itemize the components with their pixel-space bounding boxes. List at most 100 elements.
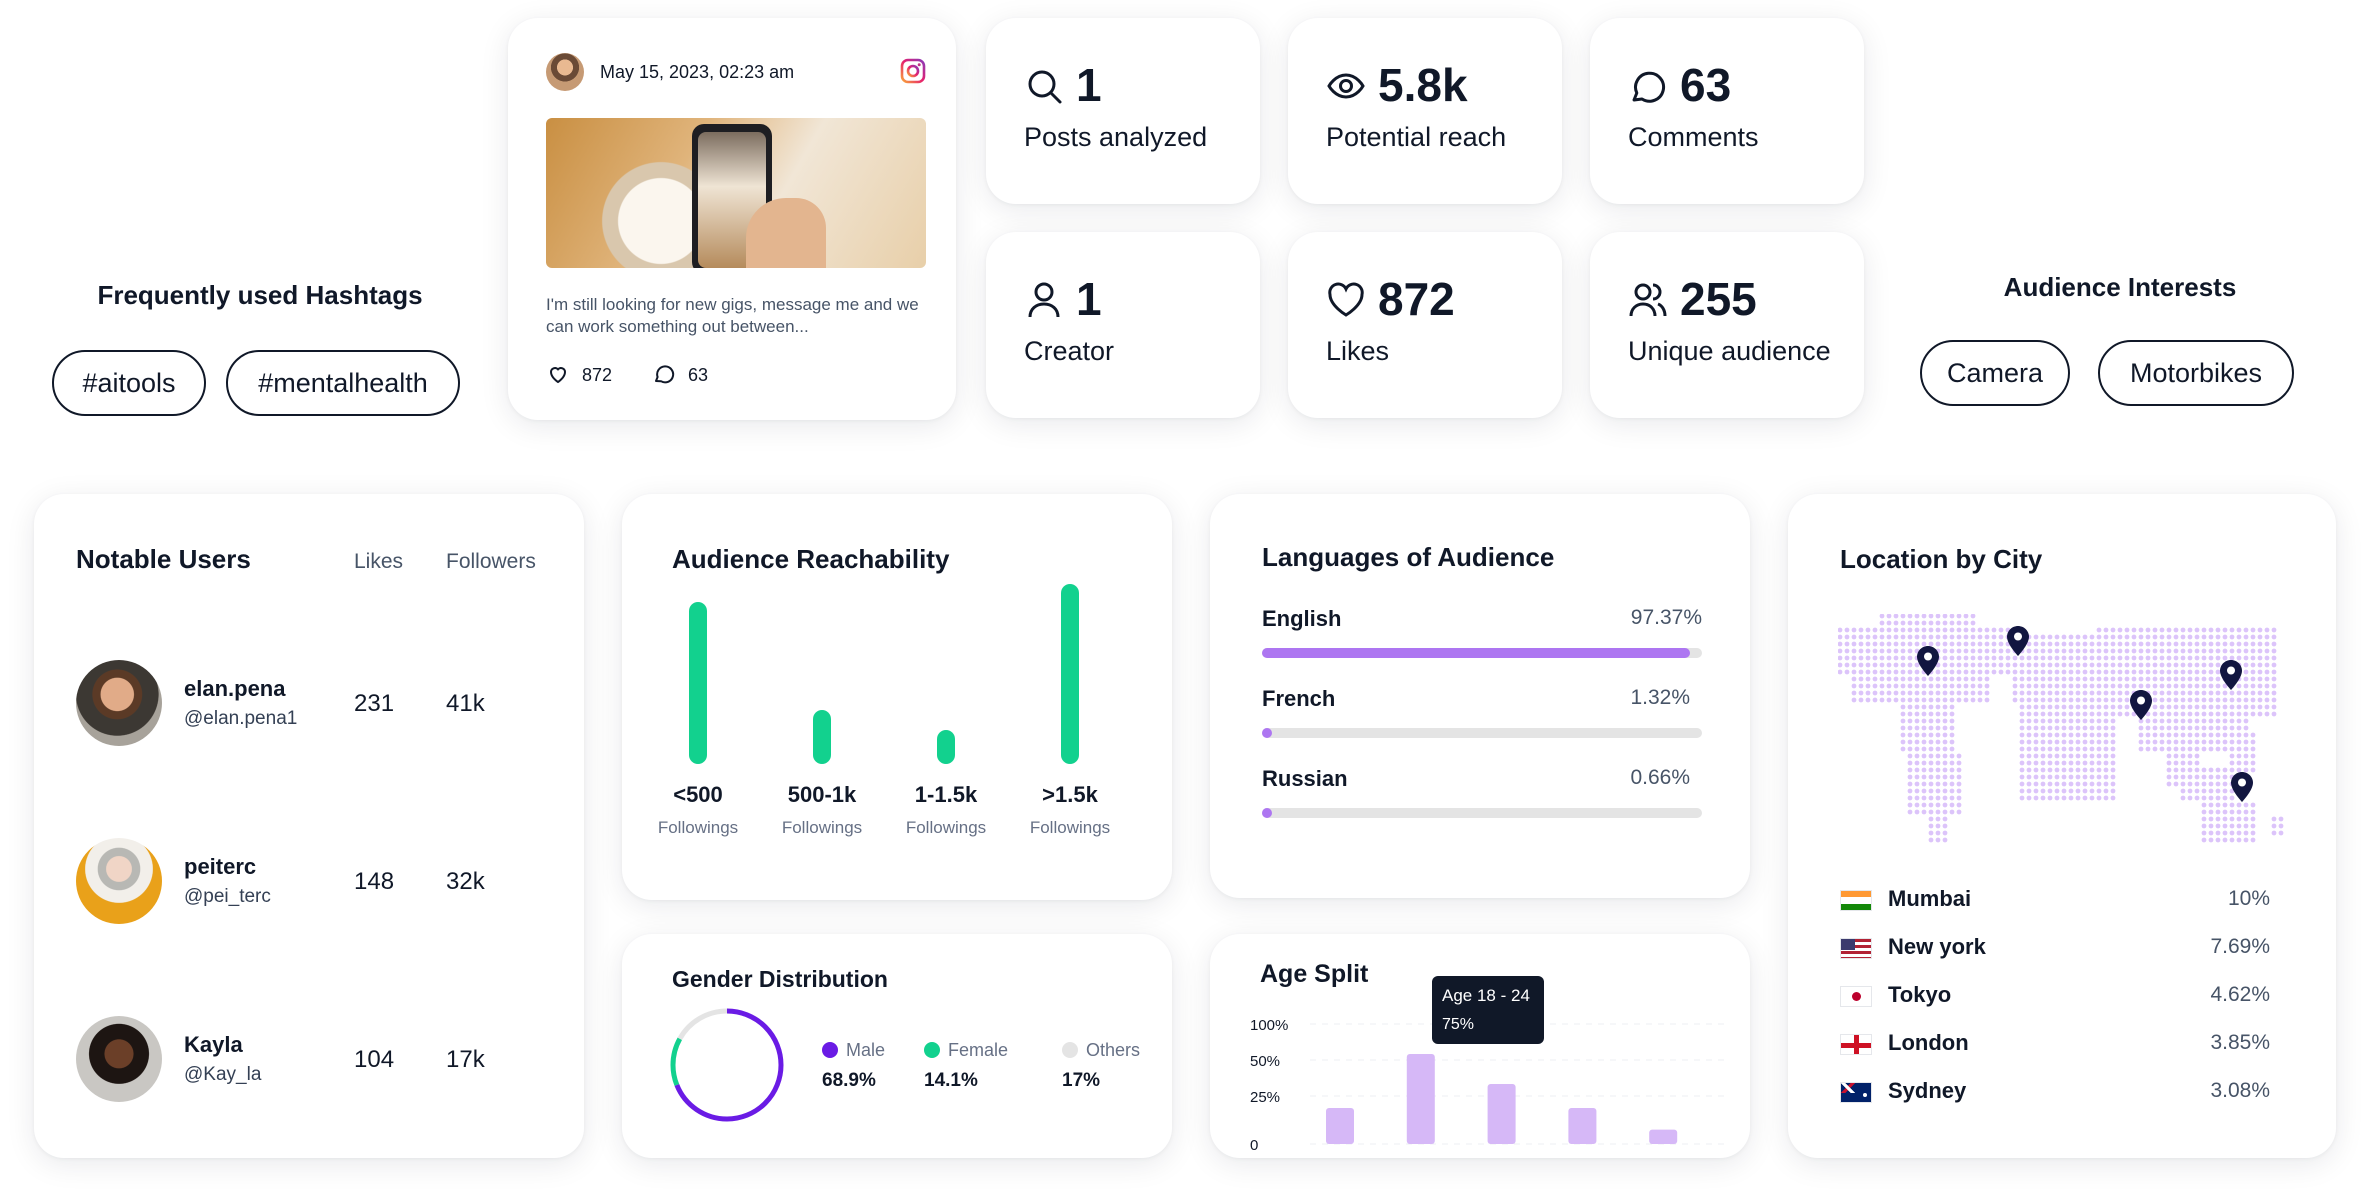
- user-likes: 231: [354, 690, 395, 717]
- language-bar: [1262, 648, 1702, 658]
- reach-bar[interactable]: [813, 710, 831, 764]
- stat-value: 63: [1680, 59, 1732, 111]
- location-card: Location by City Mumbai 10% New york 7.69% T…: [1788, 494, 2336, 1158]
- gender-segment[interactable]: [670, 1008, 784, 1122]
- age-split-title: Age Split: [1260, 960, 1369, 988]
- reachability-chart: <500 Followings 500-1k Followings 1-1.5k Foll…: [652, 584, 1152, 864]
- notable-users-card: Notable Users Likes Followers elan.pena …: [34, 494, 584, 1158]
- interest-pill[interactable]: Camera: [1920, 340, 2070, 406]
- language-bar: [1262, 808, 1702, 818]
- tooltip-title: Age 18 - 24: [1442, 986, 1530, 1005]
- reach-bar-label: <500: [673, 782, 723, 807]
- map-pin-icon[interactable]: [2220, 660, 2242, 690]
- language-pct: 97.37%: [1630, 606, 1702, 629]
- language-pct: 1.32%: [1630, 686, 1690, 709]
- language-name: English: [1262, 606, 1342, 631]
- city-name: New york: [1888, 934, 1986, 959]
- y-tick-label: 25%: [1250, 1089, 1280, 1106]
- city-row[interactable]: Tokyo 4.62%: [1840, 976, 2270, 1016]
- reach-bar[interactable]: [937, 729, 955, 764]
- languages-list: English 97.37% French 1.32% Russian 0.66%: [1262, 606, 1702, 856]
- city-pct: 3.08%: [2210, 1079, 2270, 1102]
- heart-icon[interactable]: [546, 362, 570, 386]
- stat-card-comments: 63 Comments: [1590, 18, 1864, 204]
- age-bar[interactable]: [1406, 1054, 1435, 1144]
- post-date: May 15, 2023, 02:23 am: [600, 62, 795, 82]
- search-icon: [1028, 70, 1062, 104]
- age-bar[interactable]: [1487, 1084, 1516, 1144]
- user-name: Kayla: [184, 1032, 243, 1057]
- stat-value: 5.8k: [1378, 59, 1468, 111]
- gender-legend: Male 68.9% Female 14.1% Others 17%: [822, 1040, 1162, 1120]
- reach-bar-label: >1.5k: [1042, 782, 1098, 807]
- age-bar[interactable]: [1326, 1108, 1354, 1144]
- reach-bar-sublabel: Followings: [1029, 818, 1111, 837]
- map-pin-icon[interactable]: [2231, 772, 2253, 802]
- interests-section: Audience Interests Camera Motorbikes: [1900, 270, 2340, 420]
- city-row[interactable]: London 3.85%: [1840, 1024, 2270, 1064]
- england-flag-icon: [1840, 1034, 1872, 1055]
- instagram-icon[interactable]: [900, 58, 926, 84]
- languages-card: Languages of Audience English 97.37% Frenc…: [1210, 494, 1750, 898]
- age-split-chart: 100% 50% 25% 0: [1250, 1017, 1724, 1154]
- comment-icon: [1632, 71, 1666, 103]
- city-row[interactable]: Mumbai 10%: [1840, 880, 2270, 920]
- reach-bar-sublabel: Followings: [781, 818, 863, 837]
- reach-bar[interactable]: [689, 602, 707, 764]
- eye-icon: [1327, 73, 1365, 99]
- language-bar: [1262, 728, 1702, 738]
- japan-flag-icon: [1840, 986, 1872, 1007]
- city-row[interactable]: New york 7.69%: [1840, 928, 2270, 968]
- language-name: Russian: [1262, 766, 1348, 791]
- user-followers: 41k: [446, 690, 485, 717]
- tooltip-value: 75%: [1442, 1016, 1475, 1033]
- user-followers: 17k: [446, 1046, 485, 1073]
- stat-value: 872: [1378, 273, 1455, 325]
- map-pin-icon[interactable]: [2007, 626, 2029, 656]
- city-list: Mumbai 10% New york 7.69% Tokyo 4.62% London 3.…: [1840, 880, 2270, 1140]
- table-row[interactable]: Kayla @Kay_la 104 17k: [76, 1016, 556, 1104]
- post-comments: 63: [688, 365, 709, 385]
- avatar: [546, 53, 584, 91]
- hashtags-title: Frequently used Hashtags: [97, 280, 423, 310]
- age-bar[interactable]: [1568, 1108, 1597, 1144]
- legend-pct: 17%: [1062, 1070, 1101, 1091]
- map-pin-icon[interactable]: [1917, 646, 1939, 676]
- stat-label: Posts analyzed: [1024, 122, 1208, 152]
- city-pct: 3.85%: [2210, 1031, 2270, 1054]
- comment-icon[interactable]: [652, 362, 676, 386]
- user-name: peiterc: [184, 854, 257, 879]
- stat-card-likes: 872 Likes: [1288, 232, 1562, 418]
- table-row[interactable]: elan.pena @elan.pena1 231 41k: [76, 660, 556, 748]
- world-map[interactable]: [1838, 614, 2288, 854]
- legend-pct: 14.1%: [924, 1070, 978, 1091]
- user-followers: 32k: [446, 868, 485, 895]
- reachability-card: Audience Reachability <500 Followings 500-…: [622, 494, 1172, 900]
- post-image[interactable]: [546, 118, 926, 268]
- interest-pill[interactable]: Motorbikes: [2098, 340, 2294, 406]
- legend-pct: 68.9%: [822, 1070, 876, 1091]
- post-likes: 872: [582, 365, 613, 385]
- y-tick-label: 50%: [1250, 1053, 1280, 1070]
- table-row[interactable]: peiterc @pei_terc 148 32k: [76, 838, 556, 926]
- reach-bar[interactable]: [1061, 584, 1079, 764]
- location-title: Location by City: [1840, 544, 2043, 574]
- users-icon: [1629, 283, 1667, 317]
- age-bar[interactable]: [1649, 1129, 1678, 1144]
- india-flag-icon: [1840, 890, 1872, 911]
- city-row[interactable]: Sydney 3.08%: [1840, 1072, 2270, 1112]
- y-tick-label: 0: [1250, 1137, 1258, 1154]
- legend-name: Others: [1086, 1040, 1141, 1060]
- gender-segment[interactable]: [670, 1008, 784, 1122]
- post-card[interactable]: May 15, 2023, 02:23 am I'm still looking…: [508, 18, 956, 420]
- post-caption: I'm still looking for new gigs, message …: [546, 295, 919, 336]
- stat-label: Unique audience: [1628, 336, 1831, 366]
- hashtag-pill[interactable]: #mentalhealth: [226, 350, 460, 416]
- reach-bar-sublabel: Followings: [905, 818, 987, 837]
- language-bar-fill: [1262, 648, 1691, 658]
- stat-label: Potential reach: [1326, 122, 1507, 152]
- hashtag-pill[interactable]: #aitools: [52, 350, 206, 416]
- reachability-title: Audience Reachability: [672, 544, 950, 574]
- legend-name: Female: [948, 1040, 1009, 1060]
- map-pin-icon[interactable]: [2130, 690, 2152, 720]
